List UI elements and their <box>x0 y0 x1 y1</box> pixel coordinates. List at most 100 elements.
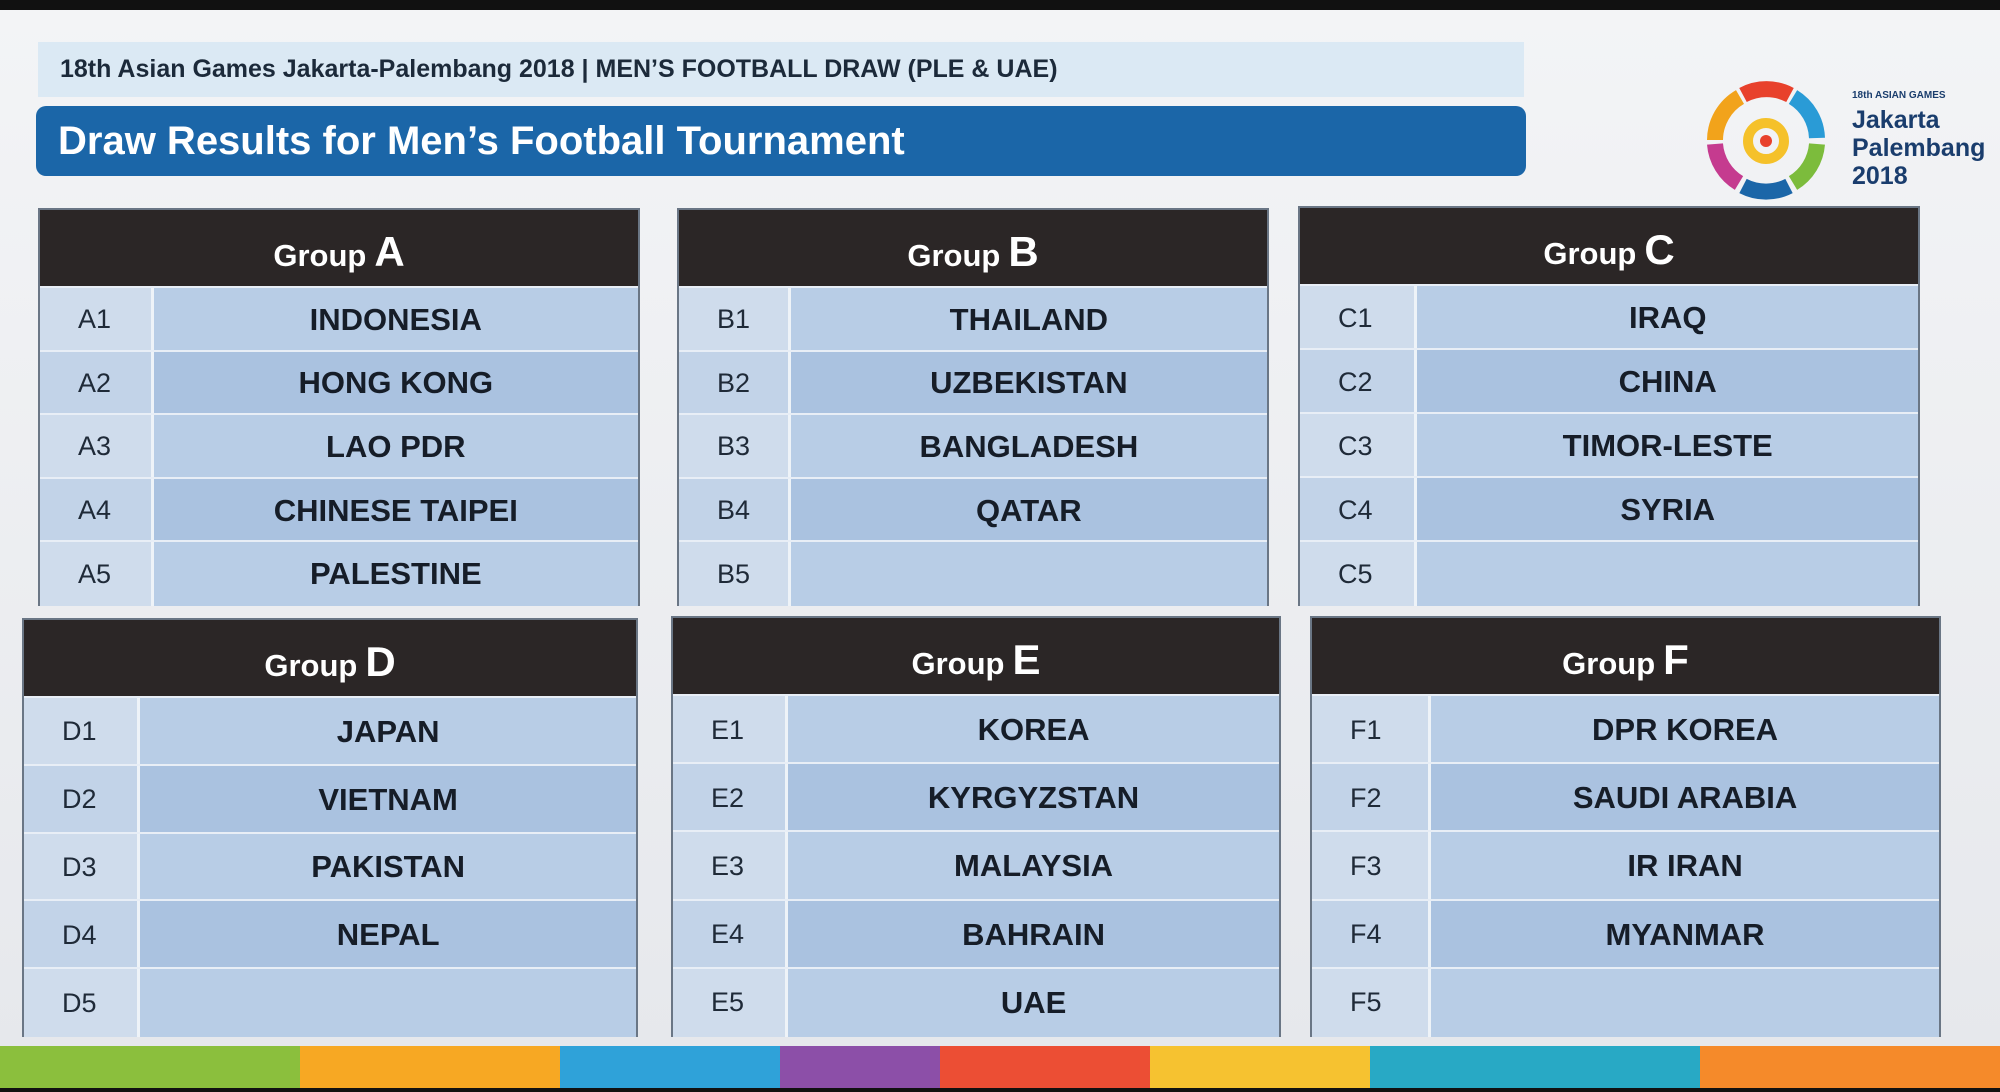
seed-code: D4 <box>24 901 141 970</box>
seed-code: C3 <box>1300 414 1418 478</box>
team-name: KYRGYZSTAN <box>788 764 1279 833</box>
team-name: LAO PDR <box>153 415 638 479</box>
group-letter: D <box>365 638 396 685</box>
team-name: INDONESIA <box>153 288 638 352</box>
seed-code: E1 <box>673 696 789 765</box>
team-name <box>1431 968 1939 1037</box>
team-name: KOREA <box>788 696 1279 765</box>
seed-code: F5 <box>1312 968 1432 1037</box>
seed-code: B4 <box>679 478 791 543</box>
table-row: C2 CHINA <box>1300 348 1918 414</box>
group-header: Group E <box>673 618 1279 694</box>
group-table: Group D D1 JAPAN D2 VIETNAM D3 PAKISTAN D4 NEPAL D… <box>22 618 638 1037</box>
table-row: B1 THAILAND <box>679 286 1267 352</box>
seed-code: E3 <box>673 832 789 901</box>
table-row: F5 <box>1312 966 1939 1037</box>
table-row: C1 IRAQ <box>1300 284 1918 350</box>
stripe <box>0 1046 300 1088</box>
table-row: C4 SYRIA <box>1300 476 1918 542</box>
logo-mark <box>1707 81 1825 200</box>
seed-code: B5 <box>679 542 791 606</box>
table-row: D3 PAKISTAN <box>24 831 636 902</box>
seed-code: F2 <box>1312 764 1432 833</box>
team-name: JAPAN <box>140 698 636 766</box>
seed-code: F1 <box>1312 696 1432 765</box>
seed-code: D5 <box>24 969 141 1037</box>
team-name <box>140 969 636 1037</box>
table-row: D2 VIETNAM <box>24 763 636 834</box>
team-name: BANGLADESH <box>790 415 1267 479</box>
stripe <box>940 1046 1150 1088</box>
team-name: CHINA <box>1417 350 1918 414</box>
stripe <box>1370 1046 1700 1088</box>
seed-code: D1 <box>24 698 141 766</box>
table-row: E3 MALAYSIA <box>673 830 1279 901</box>
team-name: VIETNAM <box>140 765 636 834</box>
team-name: THAILAND <box>790 288 1267 352</box>
seed-code: B3 <box>679 415 791 479</box>
seed-code: E4 <box>673 900 789 969</box>
group-letter: A <box>374 228 405 275</box>
group-letter: C <box>1644 226 1675 273</box>
seed-code: E5 <box>673 968 789 1037</box>
team-name: UAE <box>788 968 1279 1037</box>
team-name: QATAR <box>790 478 1267 543</box>
seed-code: C4 <box>1300 478 1418 542</box>
logo-text: Palembang <box>1852 134 1986 162</box>
seed-code: A2 <box>40 351 154 416</box>
logo-edition: 18th ASIAN GAMES <box>1852 90 1946 101</box>
seed-code: B2 <box>679 351 791 416</box>
team-name: SAUDI ARABIA <box>1431 764 1939 833</box>
group-header: Group D <box>24 620 636 696</box>
team-name: TIMOR-LESTE <box>1417 414 1918 478</box>
logo-text: Jakarta <box>1852 106 1940 134</box>
team-name: PALESTINE <box>153 542 638 606</box>
team-name: DPR KOREA <box>1431 696 1939 765</box>
seed-code: A4 <box>40 478 154 543</box>
seed-code: D2 <box>24 765 141 834</box>
table-row: C3 TIMOR-LESTE <box>1300 412 1918 478</box>
table-row: A4 CHINESE TAIPEI <box>40 476 638 543</box>
table-row: B3 BANGLADESH <box>679 413 1267 479</box>
seed-code: A1 <box>40 288 154 352</box>
team-name: BAHRAIN <box>788 900 1279 969</box>
group-table: Group E E1 KOREA E2 KYRGYZSTAN E3 MALAYSIA E4 BAH… <box>671 616 1281 1037</box>
group-label: Group <box>264 648 358 683</box>
team-name: PAKISTAN <box>140 833 636 902</box>
seed-code: F3 <box>1312 832 1432 901</box>
team-name: IRAQ <box>1417 286 1918 350</box>
stripe <box>300 1046 560 1088</box>
group-label: Group <box>1543 236 1637 271</box>
stripe <box>1700 1046 2000 1088</box>
table-row: A5 PALESTINE <box>40 540 638 606</box>
group-table: Group F F1 DPR KOREA F2 SAUDI ARABIA F3 IR IRAN… <box>1310 616 1941 1037</box>
table-row: C5 <box>1300 540 1918 606</box>
group-header: Group C <box>1300 208 1918 284</box>
seed-code: C5 <box>1300 542 1418 606</box>
group-table: Group A A1 INDONESIA A2 HONG KONG A3 LAO PDR A4 C… <box>38 208 640 606</box>
group-label: Group <box>911 646 1005 681</box>
team-name: HONG KONG <box>153 351 638 416</box>
team-name: UZBEKISTAN <box>790 351 1267 416</box>
group-header: Group F <box>1312 618 1939 694</box>
group-table: Group B B1 THAILAND B2 UZBEKISTAN B3 BANGLADESH… <box>677 208 1269 606</box>
seed-code: C2 <box>1300 350 1418 414</box>
group-letter: E <box>1012 636 1041 683</box>
table-row: B4 QATAR <box>679 476 1267 543</box>
table-row: F4 MYANMAR <box>1312 898 1939 969</box>
seed-code: E2 <box>673 764 789 833</box>
table-row: E1 KOREA <box>673 694 1279 765</box>
group-letter: F <box>1663 636 1689 683</box>
team-name <box>790 542 1267 606</box>
table-row: A1 INDONESIA <box>40 286 638 352</box>
table-row: F3 IR IRAN <box>1312 830 1939 901</box>
slide: 18th Asian Games Jakarta-Palembang 2018 … <box>0 10 2000 1088</box>
seed-code: A5 <box>40 542 154 606</box>
table-row: B5 <box>679 540 1267 606</box>
seed-code: F4 <box>1312 900 1432 969</box>
table-row: E2 KYRGYZSTAN <box>673 762 1279 833</box>
group-label: Group <box>1562 646 1656 681</box>
title: Draw Results for Men’s Football Tourname… <box>36 106 1526 176</box>
group-letter: B <box>1008 228 1039 275</box>
